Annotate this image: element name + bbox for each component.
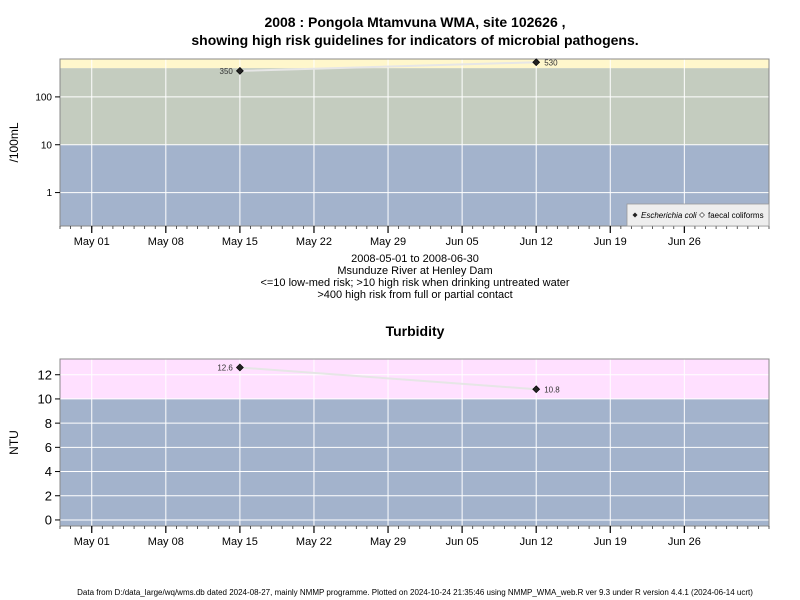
legend-label-faecal-coliforms: faecal coliforms xyxy=(708,211,764,220)
x-tick-label-3: May 22 xyxy=(296,536,332,548)
y-tick-label-5: 10 xyxy=(38,392,52,407)
plot-frame xyxy=(59,58,770,227)
data-point-0 xyxy=(235,363,244,372)
y-tick-label-3: 6 xyxy=(45,440,52,455)
risk-band-2 xyxy=(60,59,769,69)
chart-caption-risk-contact: >400 high risk from full or partial cont… xyxy=(317,289,513,301)
x-tick-label-3: May 22 xyxy=(296,236,332,248)
x-tick-label-0: May 01 xyxy=(74,236,110,248)
series-line-0 xyxy=(239,366,537,391)
plot-frame xyxy=(59,358,770,527)
x-tick-label-7: Jun 19 xyxy=(594,536,627,548)
x-tick-label-0: May 01 xyxy=(74,536,110,548)
y-axis-label: /100mL xyxy=(7,122,21,162)
data-point-1 xyxy=(532,58,541,67)
footer-note: Data from D:/data_large/wq/wms.db dated … xyxy=(77,588,753,597)
legend-label-e-coli: Escherichia coli xyxy=(641,211,697,220)
data-label-0: 350 xyxy=(220,67,234,76)
y-tick-label-2: 4 xyxy=(45,464,52,479)
x-tick-label-4: May 29 xyxy=(370,536,406,548)
y-tick-label-0: 0 xyxy=(45,513,52,528)
x-tick-label-8: Jun 26 xyxy=(668,236,701,248)
x-tick-label-8: Jun 26 xyxy=(668,536,701,548)
legend-marker-e-coli xyxy=(632,212,638,218)
legend-box xyxy=(626,203,770,227)
legend-marker-faecal-coliforms xyxy=(699,212,705,218)
x-tick-label-7: Jun 19 xyxy=(594,236,627,248)
x-tick-label-5: Jun 05 xyxy=(446,236,479,248)
y-tick-label-6: 12 xyxy=(38,367,52,382)
x-tick-label-2: May 15 xyxy=(222,236,258,248)
x-tick-label-1: May 08 xyxy=(148,536,184,548)
x-tick-label-1: May 08 xyxy=(148,236,184,248)
y-tick-label-1: 2 xyxy=(45,488,52,503)
y-tick-label-2: 100 xyxy=(35,93,52,104)
x-tick-label-6: Jun 12 xyxy=(520,236,553,248)
risk-band-1 xyxy=(60,68,769,145)
x-tick-label-5: Jun 05 xyxy=(446,536,479,548)
y-axis-label: NTU xyxy=(7,430,21,455)
risk-band-0 xyxy=(60,398,769,526)
data-point-1 xyxy=(532,385,541,394)
x-tick-label-2: May 15 xyxy=(222,536,258,548)
y-tick-label-1: 10 xyxy=(41,140,53,151)
x-tick-label-6: Jun 12 xyxy=(520,536,553,548)
data-point-0 xyxy=(235,66,244,75)
y-tick-label-0: 1 xyxy=(46,188,52,199)
series-line-0 xyxy=(239,61,537,72)
data-label-1: 10.8 xyxy=(544,385,560,394)
chart-caption-date-range: 2008-05-01 to 2008-06-30 xyxy=(351,253,479,265)
risk-band-1 xyxy=(60,359,769,399)
data-label-1: 530 xyxy=(544,58,558,67)
chart-title-line1: 2008 : Pongola Mtamvuna WMA, site 102626… xyxy=(264,14,566,30)
data-label-0: 12.6 xyxy=(217,363,233,372)
turbidity-title: Turbidity xyxy=(385,323,445,339)
chart-caption-site: Msunduze River at Henley Dam xyxy=(337,265,493,277)
x-tick-label-4: May 29 xyxy=(370,236,406,248)
y-tick-label-4: 8 xyxy=(45,416,52,431)
chart-caption-risk-drinking: <=10 low-med risk; >10 high risk when dr… xyxy=(260,277,570,289)
chart-title-line2: showing high risk guidelines for indicat… xyxy=(191,32,639,48)
